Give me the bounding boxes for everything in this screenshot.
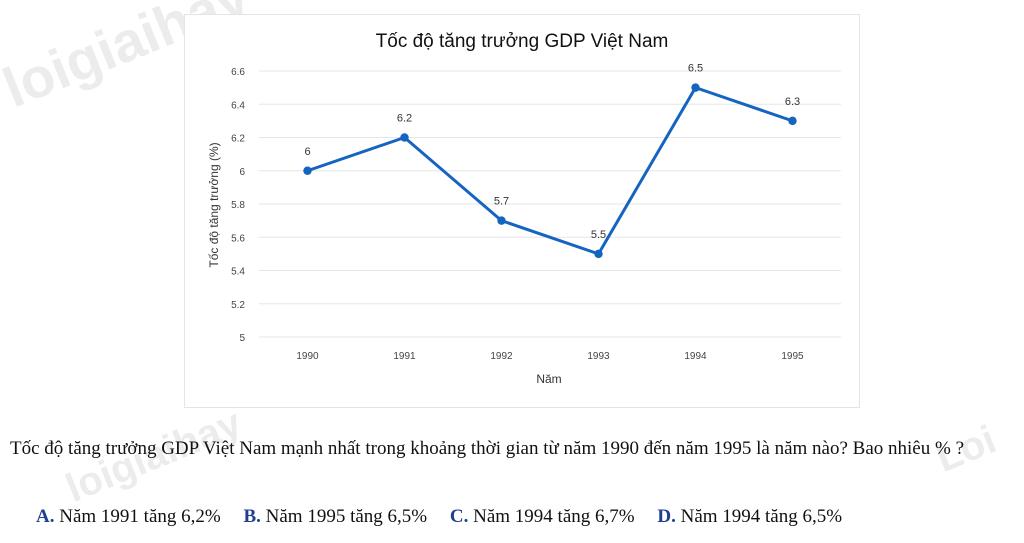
- x-tick-label: 1994: [684, 351, 707, 362]
- option-d-letter: D.: [657, 506, 676, 527]
- series-line: [307, 86, 793, 256]
- x-tick-label: 1992: [490, 351, 513, 362]
- data-point: [691, 83, 700, 92]
- data-label: 6: [304, 146, 310, 158]
- data-point: [303, 166, 312, 175]
- y-tick-label: 6: [239, 167, 245, 178]
- data-label: 6.3: [785, 96, 800, 108]
- data-points: [303, 83, 797, 259]
- data-point: [594, 249, 603, 259]
- chart-container: Tốc độ tăng trưởng GDP Việt Nam 5 5.2 5.4 5…: [184, 14, 860, 408]
- option-c-letter: C.: [449, 506, 469, 527]
- option-a-letter: A.: [36, 506, 55, 527]
- y-tick-label: 5.2: [231, 300, 245, 311]
- x-axis-label: Năm: [536, 372, 561, 386]
- question-text: Tốc độ tăng trưởng GDP Việt Nam mạnh nhấ…: [10, 438, 964, 459]
- y-tick-label: 6.4: [231, 100, 245, 111]
- option-c[interactable]: C. Năm 1994 tăng 6,7%: [450, 506, 639, 527]
- y-axis-label: Tốc độ tăng trưởng (%): [207, 142, 221, 267]
- y-axis-ticks: 5 5.2 5.4 5.6 5.8 6 6.2 6.4 6.6: [231, 67, 245, 344]
- y-tick-label: 6.2: [231, 134, 245, 145]
- option-a[interactable]: A. Năm 1991 tăng 6,2%: [36, 506, 225, 527]
- line-chart: Tốc độ tăng trưởng GDP Việt Nam 55.25.45…: [207, 31, 841, 386]
- data-label: 6.5: [688, 63, 703, 75]
- answer-options: A. Năm 1991 tăng 6,2% B. Năm 1995 tăng 6…: [36, 506, 860, 528]
- data-label: 5.7: [494, 196, 509, 208]
- x-tick-label: 1991: [393, 351, 416, 362]
- chart-title: Tốc độ tăng trưởng GDP Việt Nam: [376, 31, 669, 52]
- data-point: [788, 116, 797, 126]
- gridlines: [259, 70, 841, 338]
- data-label: 6.2: [397, 113, 412, 125]
- y-tick-label: 5.8: [231, 200, 245, 211]
- data-labels: 6 6.2 5.7 5.5 6.5 6.3: [304, 63, 800, 241]
- y-tick-label: 5.4: [231, 267, 245, 278]
- option-d-text: Năm 1994 tăng 6,5%: [680, 506, 843, 527]
- data-label: 5.5: [591, 229, 606, 241]
- y-tick-label: 5.6: [231, 233, 245, 244]
- option-b[interactable]: B. Năm 1995 tăng 6,5%: [243, 506, 431, 527]
- option-a-text: Năm 1991 tăng 6,2%: [59, 506, 221, 527]
- y-tick-label: 6.6: [231, 67, 245, 78]
- x-axis-ticks: 1990 1991 1992 1993 1994 1995: [296, 351, 804, 362]
- x-tick-label: 1993: [587, 351, 610, 362]
- y-tick-label: 5: [239, 333, 245, 344]
- x-tick-label: 1990: [296, 351, 319, 362]
- option-c-text: Năm 1994 tăng 6,7%: [473, 506, 635, 527]
- option-d[interactable]: D. Năm 1994 tăng 6,5%: [657, 506, 842, 527]
- option-b-text: Năm 1995 tăng 6,5%: [265, 506, 428, 527]
- option-b-letter: B.: [243, 506, 261, 527]
- x-tick-label: 1995: [781, 351, 804, 362]
- data-point: [400, 133, 409, 142]
- data-point: [497, 216, 506, 225]
